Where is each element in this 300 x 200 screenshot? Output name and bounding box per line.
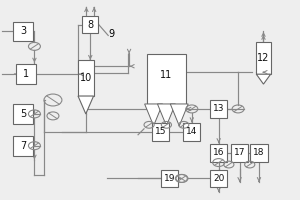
Text: 16: 16 xyxy=(213,148,224,157)
FancyBboxPatch shape xyxy=(183,123,200,141)
Text: 5: 5 xyxy=(20,109,26,119)
Polygon shape xyxy=(78,60,94,96)
Text: 1: 1 xyxy=(23,69,29,79)
FancyBboxPatch shape xyxy=(14,104,33,124)
FancyBboxPatch shape xyxy=(210,100,227,118)
FancyBboxPatch shape xyxy=(210,170,227,187)
Text: 18: 18 xyxy=(253,148,265,157)
Text: 12: 12 xyxy=(257,53,270,63)
FancyBboxPatch shape xyxy=(147,54,186,104)
Text: 10: 10 xyxy=(80,73,92,83)
Polygon shape xyxy=(256,42,271,74)
Text: 17: 17 xyxy=(234,148,245,157)
FancyBboxPatch shape xyxy=(16,64,36,84)
Text: 9: 9 xyxy=(109,29,115,39)
FancyBboxPatch shape xyxy=(250,144,268,162)
FancyBboxPatch shape xyxy=(82,16,98,33)
FancyBboxPatch shape xyxy=(152,123,169,141)
FancyBboxPatch shape xyxy=(14,136,33,156)
Polygon shape xyxy=(158,104,175,126)
Text: 15: 15 xyxy=(155,127,166,136)
Text: 20: 20 xyxy=(213,174,224,183)
Text: 19: 19 xyxy=(164,174,175,183)
Text: 8: 8 xyxy=(87,20,93,30)
FancyBboxPatch shape xyxy=(231,144,248,162)
Text: 7: 7 xyxy=(20,141,26,151)
Text: 14: 14 xyxy=(186,127,197,136)
Polygon shape xyxy=(145,104,163,126)
Polygon shape xyxy=(78,96,94,114)
Text: 13: 13 xyxy=(213,104,224,113)
FancyBboxPatch shape xyxy=(14,22,33,41)
Text: 3: 3 xyxy=(20,26,26,36)
Polygon shape xyxy=(256,74,271,84)
FancyBboxPatch shape xyxy=(161,170,178,187)
Text: 11: 11 xyxy=(160,70,172,80)
FancyBboxPatch shape xyxy=(210,144,227,162)
Polygon shape xyxy=(170,104,188,126)
